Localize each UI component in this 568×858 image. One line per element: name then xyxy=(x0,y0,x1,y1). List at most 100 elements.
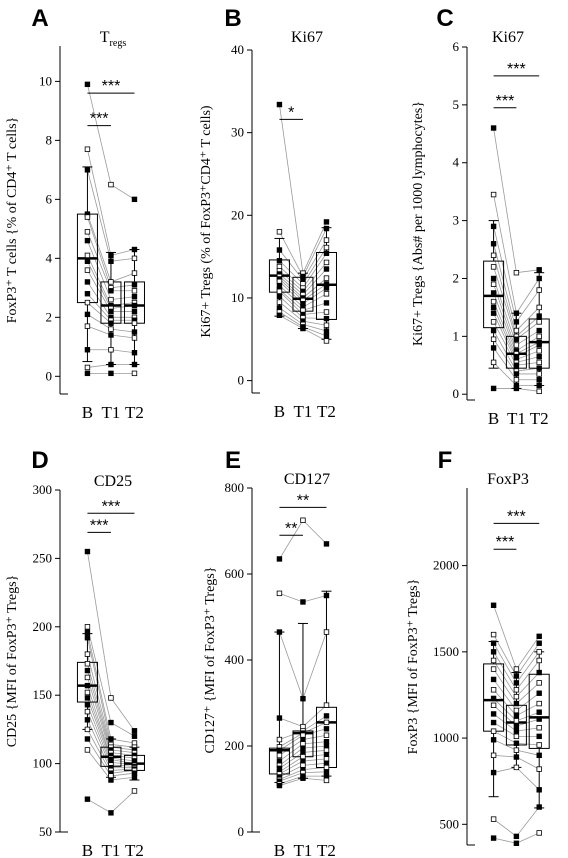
x-category-label: T2 xyxy=(530,409,549,428)
data-point xyxy=(84,717,91,723)
x-category-label: B xyxy=(274,402,285,421)
y-tick-label: 2 xyxy=(46,309,53,324)
subject-line xyxy=(87,790,135,814)
data-point xyxy=(108,308,114,315)
data-point xyxy=(536,752,542,759)
subject-line xyxy=(493,127,540,274)
data-point xyxy=(513,728,520,734)
panel-A: A Tregs 0 2 4 6 8 10 FoxP3⁺ T cells {% of CD4⁺ T… xyxy=(5,5,145,422)
data-point xyxy=(323,285,330,291)
data-point xyxy=(323,732,330,738)
data-point xyxy=(84,667,91,674)
data-point xyxy=(536,382,542,389)
y-axis-label: CD25 {MFI of FoxP3⁺ Tregs} xyxy=(5,575,20,748)
data-point xyxy=(131,361,138,368)
data-point xyxy=(323,719,330,726)
data-point xyxy=(131,788,138,794)
data-point xyxy=(513,371,520,377)
data-point xyxy=(490,695,497,702)
data-point xyxy=(323,333,330,339)
y-tick-label: 1 xyxy=(453,328,460,343)
x-category-label: T2 xyxy=(530,854,549,858)
y-tick-label: 6 xyxy=(46,191,53,206)
data-point xyxy=(84,214,91,220)
data-point xyxy=(513,666,520,672)
data-point xyxy=(536,267,542,273)
data-point xyxy=(84,624,91,630)
data-point xyxy=(490,385,497,392)
data-point xyxy=(536,371,542,377)
data-point xyxy=(131,774,138,780)
data-point xyxy=(131,282,138,288)
data-point xyxy=(323,338,330,344)
x-category-label: T2 xyxy=(317,841,336,858)
data-point xyxy=(490,359,497,366)
data-point xyxy=(490,310,497,316)
significance-label: * xyxy=(288,104,294,121)
data-point xyxy=(536,766,542,772)
data-point xyxy=(323,300,330,306)
data-point xyxy=(490,290,497,296)
panel-letter: A xyxy=(31,5,48,32)
x-category-label: B xyxy=(82,841,93,858)
data-point xyxy=(276,229,283,235)
data-point xyxy=(276,101,283,108)
x-category-label: B xyxy=(488,854,499,858)
y-tick-label: 8 xyxy=(46,132,53,147)
subject-line xyxy=(87,551,135,732)
data-point xyxy=(108,288,114,294)
data-point xyxy=(513,712,520,719)
x-category-label: T1 xyxy=(294,841,313,858)
panel-letter: D xyxy=(31,447,48,474)
data-point xyxy=(323,237,330,243)
data-point xyxy=(513,327,520,334)
data-point xyxy=(84,347,91,353)
data-point xyxy=(84,279,91,285)
data-point xyxy=(84,651,91,657)
data-point xyxy=(84,661,91,667)
data-point xyxy=(84,252,91,259)
subject-line xyxy=(279,104,327,275)
panel-C: C Ki67 0 1 2 3 4 5 6 Ki67+ Tregs {Abs# per 1000 l… xyxy=(411,5,550,428)
y-tick-label: 400 xyxy=(225,652,245,667)
data-point xyxy=(490,649,497,655)
data-point xyxy=(108,695,114,701)
data-point xyxy=(490,687,497,693)
data-point xyxy=(490,345,497,351)
data-point xyxy=(513,362,520,368)
data-point xyxy=(490,728,497,734)
data-point xyxy=(536,327,542,334)
data-point xyxy=(536,275,542,282)
data-point xyxy=(84,708,91,715)
y-tick-label: 100 xyxy=(33,756,53,771)
data-point xyxy=(536,669,542,676)
y-tick-label: 250 xyxy=(33,550,53,565)
data-point xyxy=(84,267,91,273)
data-point xyxy=(108,810,114,816)
subject-line xyxy=(493,766,540,791)
data-point xyxy=(84,258,91,264)
significance-label: *** xyxy=(102,78,121,95)
data-point xyxy=(108,777,114,783)
data-point xyxy=(536,365,542,371)
data-point xyxy=(131,270,138,276)
data-point xyxy=(490,125,497,131)
y-tick-label: 30 xyxy=(231,125,244,140)
data-point xyxy=(513,764,520,771)
box-iqr xyxy=(483,260,505,329)
data-point xyxy=(490,657,497,664)
data-point xyxy=(323,592,330,599)
data-point xyxy=(323,328,330,334)
data-point xyxy=(323,259,330,266)
significance-label: *** xyxy=(90,111,109,128)
data-point xyxy=(84,291,91,297)
data-point xyxy=(84,726,91,733)
panel-B: B Ki67 0 10 20 30 40 Ki67+ Tregs (% of FoxP3⁺CD… xyxy=(199,5,337,421)
data-point xyxy=(536,377,542,383)
data-point xyxy=(490,711,497,717)
data-point xyxy=(323,219,330,225)
panel-letter: F xyxy=(438,447,453,474)
data-point xyxy=(513,336,520,342)
data-point xyxy=(300,599,306,605)
y-tick-label: 40 xyxy=(231,42,244,57)
